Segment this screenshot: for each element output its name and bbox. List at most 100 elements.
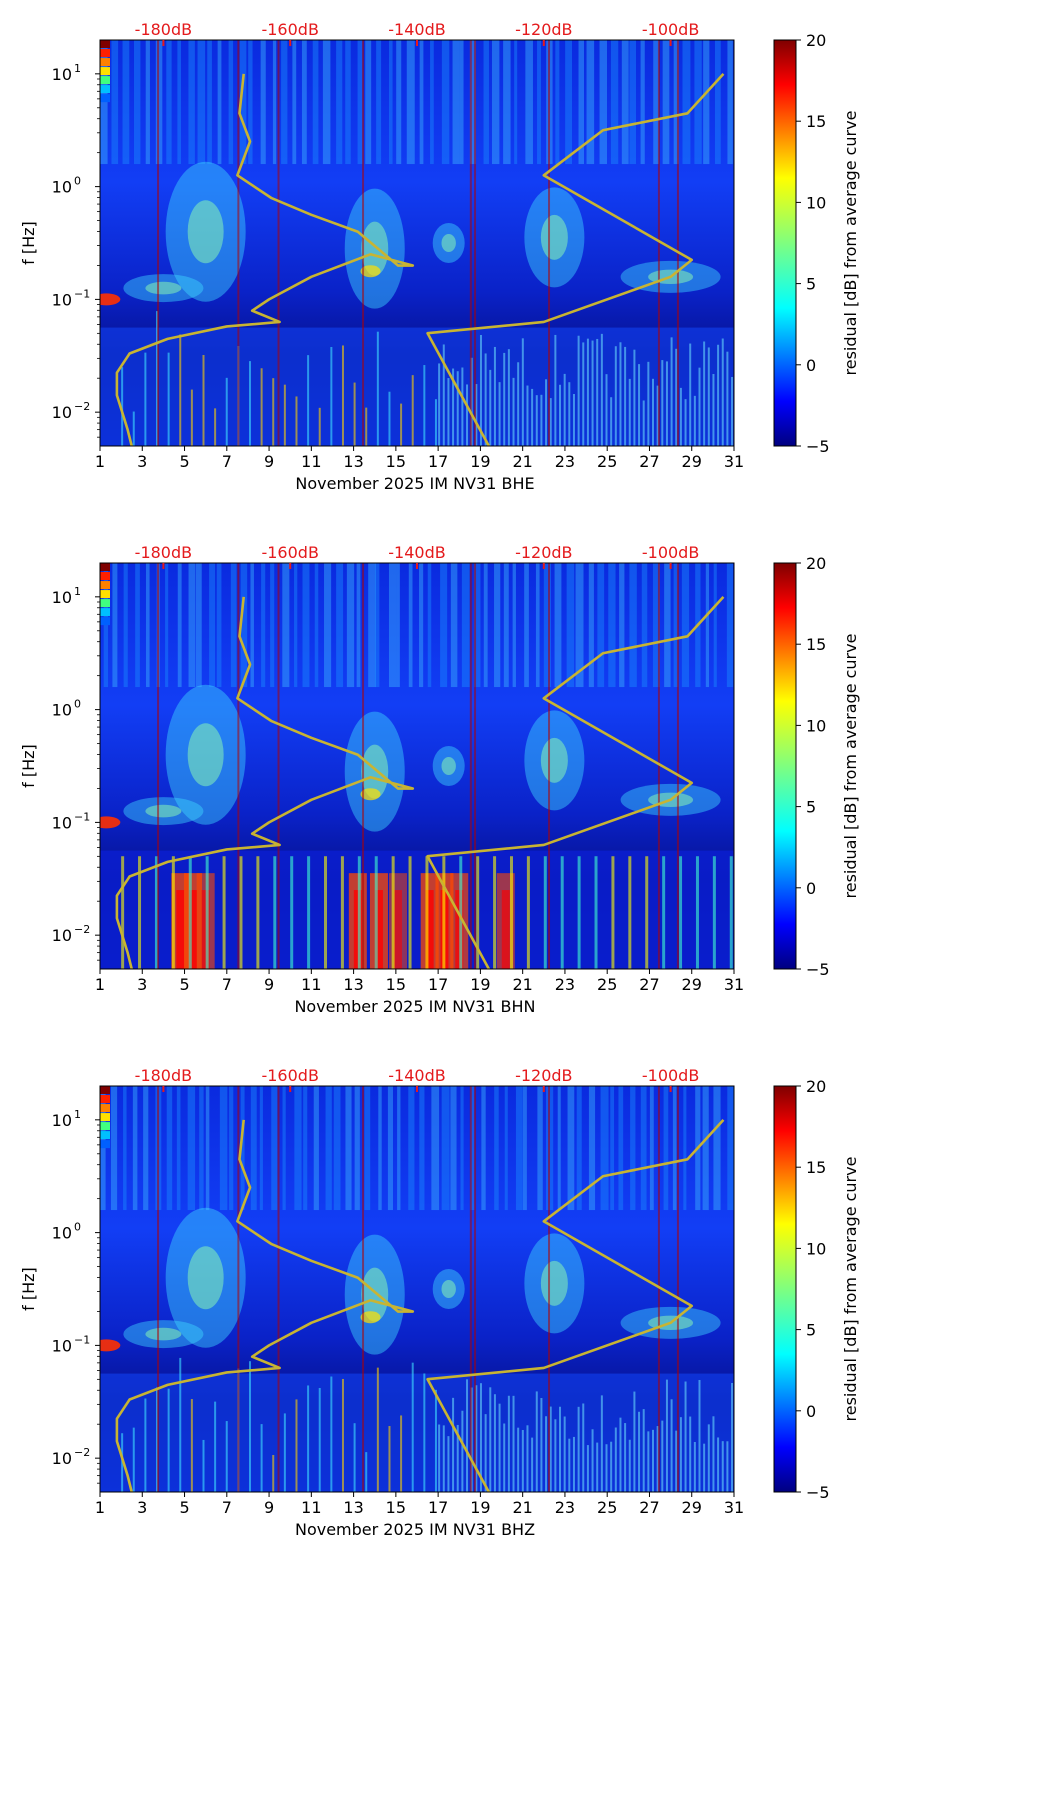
x-axis-label: November 2025 IM NV31 BHE [295, 474, 534, 493]
colorbar-tick-label: 20 [806, 31, 826, 50]
low-frequency-spike [461, 367, 464, 446]
spectrogram-streak [653, 40, 660, 165]
x-axis-tick-label: 27 [639, 1498, 659, 1517]
colorbar-tick-label: 5 [806, 275, 816, 294]
spectrogram-streak [261, 563, 266, 688]
transient-line [548, 563, 551, 969]
low-frequency-spike [549, 1406, 552, 1492]
x-axis-tick-label: 1 [95, 1498, 105, 1517]
low-frequency-spike [365, 1452, 368, 1492]
y-axis-tick-label: 10 [52, 290, 72, 309]
x-axis-tick-label: 31 [724, 1498, 744, 1517]
low-frequency-event-core [501, 890, 510, 969]
spectrogram-streak [281, 40, 288, 165]
spectrogram-streak [588, 563, 594, 688]
spectrogram-streak [494, 563, 501, 688]
low-frequency-spike [493, 346, 496, 446]
spectrogram-streak [567, 1086, 575, 1211]
colorbar [773, 1085, 797, 1493]
low-frequency-spike [729, 856, 733, 969]
x-axis-tick-label: 3 [137, 1498, 147, 1517]
spectrogram-streak [494, 1086, 499, 1211]
low-frequency-spike [452, 368, 455, 446]
spectrogram-streak [566, 563, 575, 688]
low-frequency-spike [517, 362, 520, 446]
low-frequency-spike [521, 1429, 524, 1492]
db-scale-label: -180dB [135, 543, 192, 562]
low-frequency-spike [647, 1431, 650, 1492]
spectrogram-streak [357, 40, 363, 165]
low-frequency-spike [645, 856, 649, 969]
spectrogram-streak [197, 40, 206, 165]
low-frequency-spike [438, 1424, 441, 1492]
low-frequency-spike [167, 1388, 170, 1492]
spectrogram-streak [312, 40, 319, 165]
spectrogram-streak [272, 40, 277, 165]
edge-color-strip [100, 590, 110, 599]
x-axis-tick-label: 23 [555, 452, 575, 471]
spectrogram-streak [396, 40, 402, 165]
spectrogram-streak [714, 40, 721, 165]
low-frequency-spike [156, 1387, 159, 1492]
low-frequency-spike [605, 374, 608, 446]
x-axis-tick-label: 9 [264, 452, 274, 471]
low-frequency-spike [517, 1427, 520, 1492]
low-frequency-spike [628, 856, 632, 969]
low-frequency-spike [619, 342, 622, 446]
spectrogram-plot-area [100, 1086, 734, 1492]
low-frequency-spike [563, 373, 566, 446]
spectrogram-streak [240, 563, 248, 688]
low-frequency-spike [290, 856, 294, 969]
spectrogram-streak [240, 1086, 245, 1211]
transient-line [474, 1086, 477, 1492]
low-frequency-band [100, 327, 734, 446]
x-axis-tick-label: 9 [264, 975, 274, 994]
low-frequency-spike [689, 343, 692, 446]
low-frequency-spike [568, 382, 571, 446]
low-frequency-spike [188, 856, 192, 969]
edge-color-strip [100, 76, 110, 85]
spectrogram-streak [470, 1086, 475, 1211]
low-frequency-spike [222, 856, 226, 969]
spectrogram-streak [672, 1086, 677, 1211]
spectrogram-streak [166, 40, 172, 165]
energy-blob-core [187, 723, 224, 787]
low-frequency-spike [633, 1391, 636, 1492]
spectrogram-streak [229, 1086, 234, 1211]
colorbar [773, 39, 797, 447]
low-frequency-spike [638, 1411, 641, 1492]
spectrogram-streak [652, 563, 660, 688]
spectrogram-streak [187, 1086, 196, 1211]
spectrogram-streak [199, 1086, 204, 1211]
low-frequency-spike [489, 1387, 492, 1492]
transient-line [362, 563, 365, 969]
low-frequency-spike [600, 1395, 603, 1492]
spectrogram-streak [408, 1086, 415, 1211]
y-axis-tick-label: 10 [52, 178, 72, 197]
edge-color-strip [100, 1086, 110, 1094]
low-frequency-spike [675, 348, 678, 446]
spectrogram-streak [166, 1086, 173, 1211]
spectrogram-streak [282, 563, 290, 688]
y-axis-tick-label: 10 [52, 1449, 72, 1468]
spectrogram-streak [217, 40, 222, 165]
spectrogram-streak [673, 563, 679, 688]
reference-model-curve [426, 72, 725, 446]
db-scale-label: -180dB [135, 1066, 192, 1085]
spectrogram-streak [248, 40, 253, 165]
transient-line [157, 1086, 160, 1492]
transient-line [474, 563, 477, 969]
spectrogram-streak [640, 1086, 647, 1211]
low-frequency-spike [712, 373, 715, 446]
low-frequency-spike [726, 351, 729, 446]
spectrogram-streak [610, 1086, 615, 1211]
spectrogram-streak [145, 563, 150, 688]
x-axis-tick-label: 21 [512, 975, 532, 994]
low-frequency-spike [476, 856, 480, 969]
x-axis-tick-label: 13 [343, 1498, 363, 1517]
low-frequency-spike [526, 856, 530, 969]
low-frequency-spike [679, 1417, 682, 1492]
x-axis-tick-label: 27 [639, 975, 659, 994]
transient-line [469, 40, 472, 446]
